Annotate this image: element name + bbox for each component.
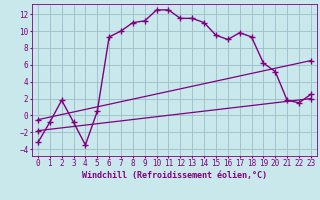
X-axis label: Windchill (Refroidissement éolien,°C): Windchill (Refroidissement éolien,°C) — [82, 171, 267, 180]
